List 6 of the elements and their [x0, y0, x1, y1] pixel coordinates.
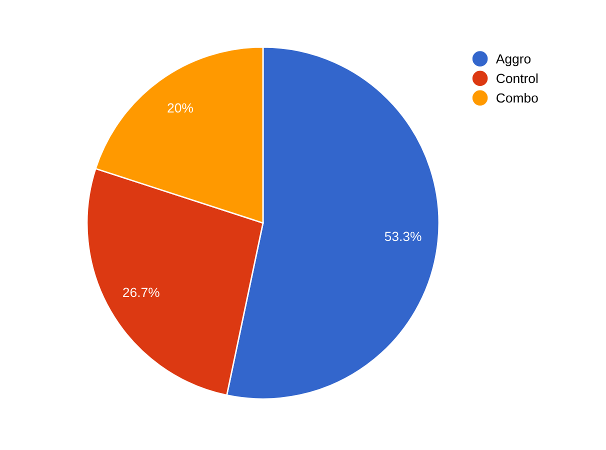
legend-label: Combo	[496, 92, 538, 103]
data-label: 20%	[168, 103, 193, 113]
data-label: 26.7%	[123, 288, 160, 298]
data-label: 53.3%	[384, 232, 422, 242]
legend-label: Aggro	[496, 54, 531, 66]
legend-label: Control	[496, 73, 538, 84]
